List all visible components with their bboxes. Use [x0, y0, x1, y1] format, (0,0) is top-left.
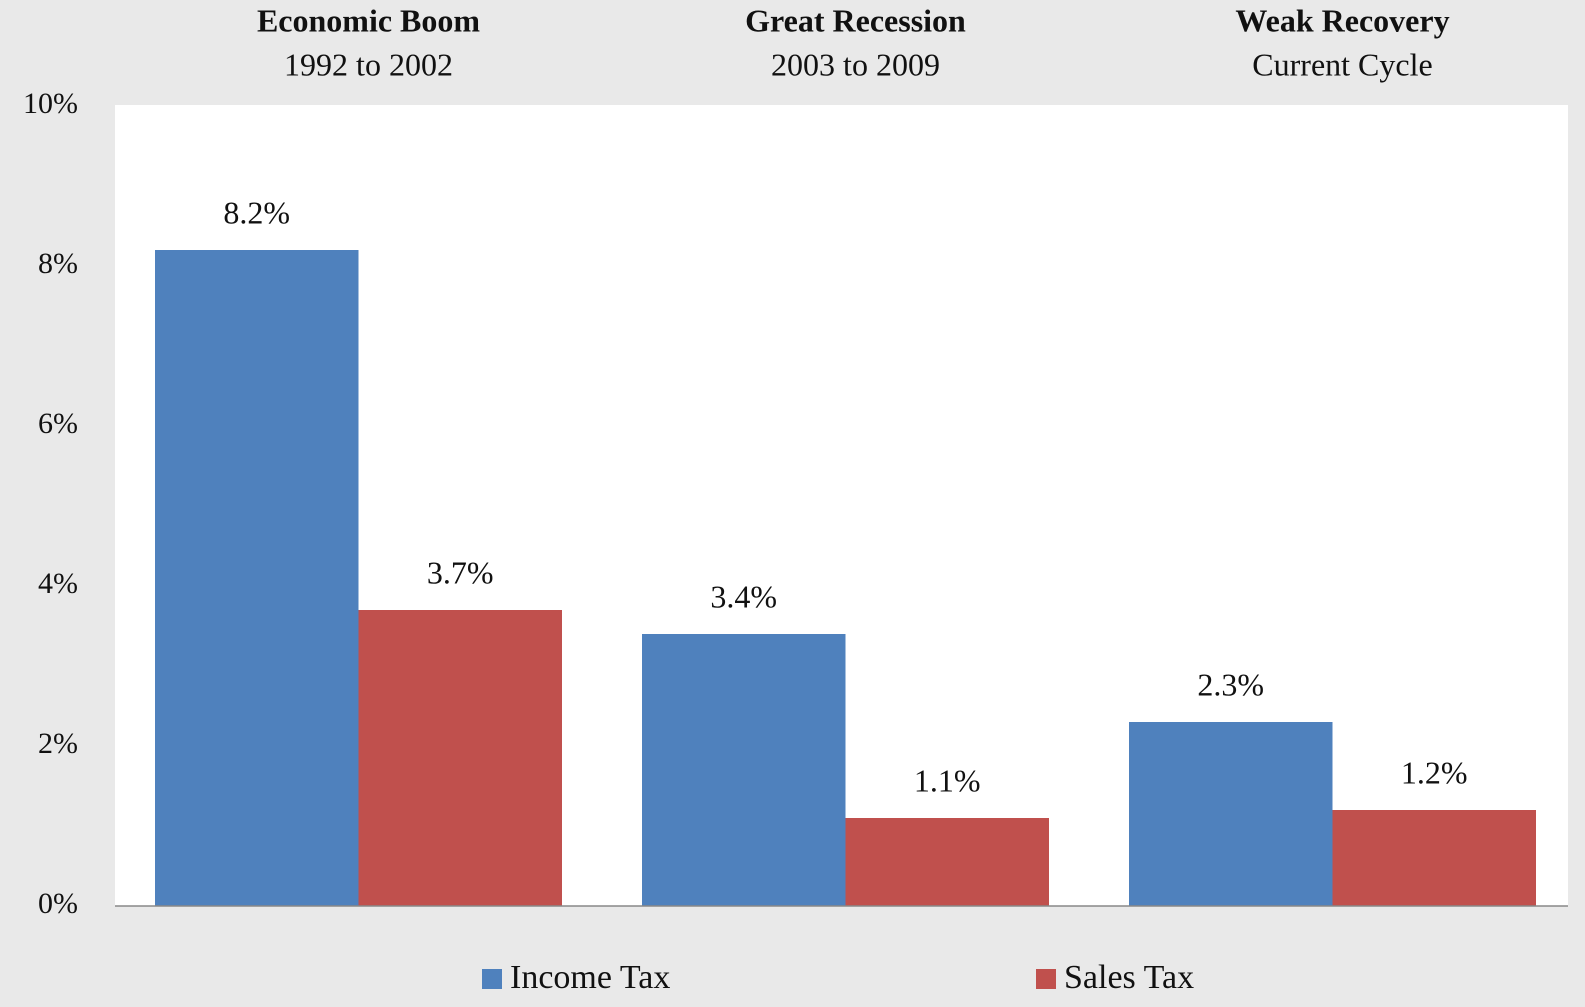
value-label: 1.2% — [1401, 754, 1468, 790]
category-title: Weak Recovery — [1235, 2, 1449, 38]
bar — [1332, 810, 1536, 906]
y-tick-label: 10% — [23, 87, 78, 120]
value-label: 3.7% — [427, 554, 494, 590]
legend-swatch — [482, 969, 502, 989]
bar — [1129, 722, 1333, 906]
y-tick-label: 0% — [38, 887, 78, 920]
value-label: 3.4% — [710, 578, 777, 614]
bar — [845, 818, 1049, 906]
value-label: 8.2% — [223, 194, 290, 230]
bar — [642, 634, 846, 906]
bar — [358, 610, 562, 906]
legend-swatch — [1036, 969, 1056, 989]
category-subtitle: 1992 to 2002 — [284, 46, 453, 82]
category-subtitle: 2003 to 2009 — [771, 46, 940, 82]
category-title: Great Recession — [745, 2, 966, 38]
value-label: 2.3% — [1197, 666, 1264, 702]
y-tick-label: 2% — [38, 727, 78, 760]
y-tick-label: 4% — [38, 567, 78, 600]
category-subtitle: Current Cycle — [1252, 46, 1432, 82]
category-title: Economic Boom — [257, 2, 480, 38]
legend-label: Sales Tax — [1064, 959, 1194, 996]
y-tick-label: 8% — [38, 247, 78, 280]
bar — [155, 250, 359, 906]
legend-label: Income Tax — [510, 959, 670, 996]
y-tick-label: 6% — [38, 407, 78, 440]
value-label: 1.1% — [914, 762, 981, 798]
